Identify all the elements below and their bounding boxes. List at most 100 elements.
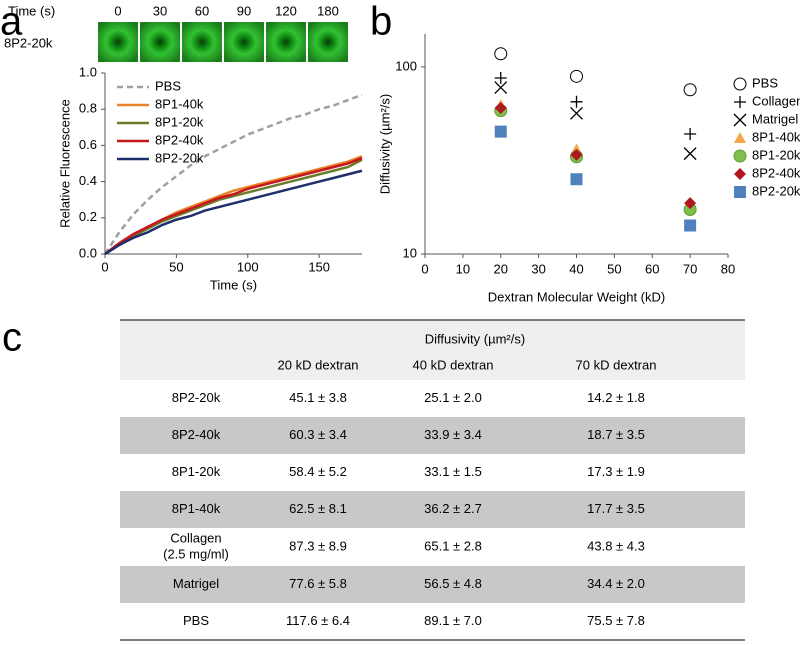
table-cell: 87.3 ± 8.9 <box>289 538 347 553</box>
line-series <box>104 169 363 256</box>
x-tick-label: 50 <box>607 261 621 276</box>
column-header: 40 kD dextran <box>413 357 494 372</box>
row-label: 8P1-40k <box>172 501 221 516</box>
marker <box>570 69 583 83</box>
row-label: Collagen <box>170 530 221 545</box>
y-tick-label: 0.2 <box>79 209 97 224</box>
marker <box>734 96 746 108</box>
marker <box>684 128 697 141</box>
legend-label: PBS <box>155 78 181 93</box>
table-cell: 75.5 ± 7.8 <box>587 613 645 628</box>
x-tick-label: 40 <box>569 261 583 276</box>
row-bg <box>120 417 745 454</box>
row-label: 8P2-40k <box>172 427 221 442</box>
y-tick-label: 0.6 <box>79 137 97 152</box>
time-label: 90 <box>237 3 251 18</box>
table-cell: 77.6 ± 5.8 <box>289 576 347 591</box>
row-label: 8P2-20k <box>4 35 53 50</box>
micrograph <box>182 22 222 62</box>
micrograph <box>224 22 264 62</box>
legend-label: 8P2-20k <box>752 183 800 198</box>
x-tick-label: 0 <box>101 259 108 274</box>
row-bg <box>120 491 745 528</box>
table-cell: 36.2 ± 2.7 <box>424 501 482 516</box>
y-axis-label: Diffusivity (µm²/s) <box>377 94 392 194</box>
y-tick-label: 0.0 <box>79 245 97 260</box>
legend-label: Matrigel <box>752 111 798 126</box>
row-bg <box>120 566 745 603</box>
table-cell: 56.5 ± 4.8 <box>424 576 482 591</box>
row-label: Matrigel <box>173 576 219 591</box>
time-label: 120 <box>275 3 297 18</box>
legend-label: 8P1-20k <box>155 114 204 129</box>
table-cell: 62.5 ± 8.1 <box>289 501 347 516</box>
table-cell: 17.7 ± 3.5 <box>587 501 645 516</box>
micrograph <box>266 22 306 62</box>
x-tick-label: 60 <box>645 261 659 276</box>
table-cell: 43.8 ± 4.3 <box>587 538 645 553</box>
table-cell: 33.9 ± 3.4 <box>424 427 482 442</box>
marker <box>494 47 508 61</box>
time-label: 30 <box>153 3 167 18</box>
x-tick-label: 20 <box>494 261 508 276</box>
marker <box>494 102 507 115</box>
x-axis-label: Time (s) <box>210 277 257 292</box>
micrograph <box>308 22 348 62</box>
marker <box>570 173 583 186</box>
table-cell: 17.3 ± 1.9 <box>587 464 645 479</box>
marker <box>734 168 746 180</box>
legend-label: 8P2-20k <box>155 150 204 165</box>
legend-label: 8P1-40k <box>752 129 800 144</box>
y-axis-label: Relative Fluorescence <box>57 99 72 228</box>
legend-label: 8P2-40k <box>752 165 800 180</box>
legend-label: PBS <box>752 75 778 90</box>
y-tick-label: 10 <box>403 245 417 260</box>
marker <box>683 83 697 97</box>
marker <box>733 113 747 127</box>
marker <box>684 219 697 232</box>
y-tick-label: 0.4 <box>79 173 97 188</box>
marker <box>494 71 507 84</box>
x-tick-label: 10 <box>456 261 470 276</box>
legend-label: 8P1-40k <box>155 96 204 111</box>
marker <box>683 147 697 161</box>
line-series <box>104 158 363 256</box>
y-tick-label: 100 <box>395 58 417 73</box>
panel-label: c <box>2 316 22 360</box>
table-cell: 58.4 ± 5.2 <box>289 464 347 479</box>
time-header: Time (s) <box>8 3 55 18</box>
table-cell: 45.1 ± 3.8 <box>289 390 347 405</box>
marker <box>570 95 583 108</box>
table-cell: 14.2 ± 1.8 <box>587 390 645 405</box>
marker <box>684 197 697 210</box>
column-header: 20 kD dextran <box>278 357 359 372</box>
row-label: (2.5 mg/ml) <box>163 546 229 561</box>
marker <box>570 148 583 161</box>
x-tick-label: 0 <box>421 261 428 276</box>
marker <box>570 106 583 120</box>
table-cell: 60.3 ± 3.4 <box>289 427 347 442</box>
panel-label: b <box>370 0 392 44</box>
column-header: 70 kD dextran <box>576 357 657 372</box>
table-header-bg <box>120 320 745 380</box>
x-axis-label: Dextran Molecular Weight (kD) <box>488 289 665 304</box>
x-tick-label: 70 <box>683 261 697 276</box>
row-label: 8P2-20k <box>172 390 221 405</box>
table-cell: 65.1 ± 2.8 <box>424 538 482 553</box>
micrograph <box>140 22 180 62</box>
marker <box>733 77 747 91</box>
line-series <box>103 93 363 255</box>
table-title: Diffusivity (µm²/s) <box>425 331 525 346</box>
y-tick-label: 1.0 <box>79 64 97 79</box>
table-cell: 34.4 ± 2.0 <box>587 576 645 591</box>
x-tick-label: 100 <box>237 259 259 274</box>
time-label: 60 <box>195 3 209 18</box>
marker <box>494 81 508 95</box>
legend-label: Collagen <box>752 93 800 108</box>
time-label: 180 <box>317 3 339 18</box>
y-tick-label: 0.8 <box>79 101 97 116</box>
marker <box>734 186 746 198</box>
x-tick-label: 80 <box>721 261 735 276</box>
table-cell: 117.6 ± 6.4 <box>286 613 350 628</box>
table-cell: 33.1 ± 1.5 <box>424 464 482 479</box>
